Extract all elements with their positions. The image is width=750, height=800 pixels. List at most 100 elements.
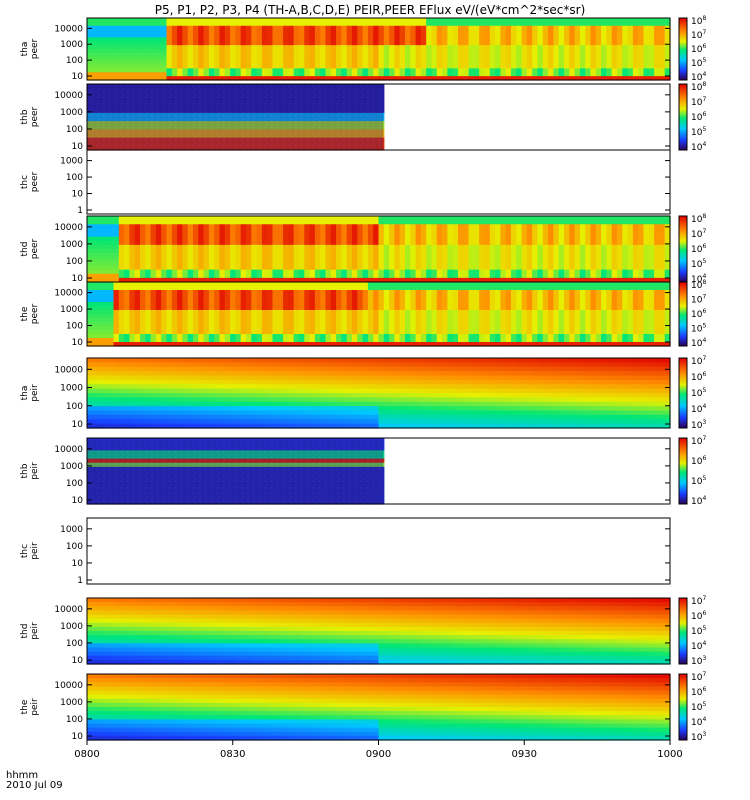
colorbar-tick-label: 107 [691,355,706,367]
spectrogram-cells [87,598,671,665]
y-tick-label: 10000 [54,365,83,375]
spectrogram-cells [87,282,671,347]
y-tick-label: 100 [66,257,83,267]
colorbar-tick-label: 106 [691,43,706,55]
colorbar-tick-label: 107 [691,671,706,683]
colorbar-thb-peir: 104 105 106 107 [678,435,706,507]
y-tick-label: 100 [66,173,83,183]
colorbar-the-peir: 103 104 105 106 107 [678,671,706,743]
y-tick-label: 100 [66,715,83,725]
y-tick-label: 10 [72,274,84,284]
y-axis-label: peir [30,698,40,716]
colorbar-tick-label: 103 [691,655,706,667]
panel-frame [86,437,671,505]
panel-thc-peir: 1 10 100 1000 thc peir [20,517,671,586]
spectrogram-cells [87,216,671,283]
colorbar-tha-peir: 103 104 105 106 107 [678,355,706,431]
panel-tha-peir: 10 100 1000 10000 tha peir 103 104 105 106 107 [20,355,706,431]
y-tick-label: 10000 [54,605,83,615]
y-tick-label: 10 [72,732,84,742]
panel-the-peir: 10 100 1000 10000 the peir 103 104 105 106 107 [20,671,706,743]
panel-frame [86,17,671,81]
spectrogram-cells [87,18,671,81]
y-tick-label: 10000 [54,24,83,34]
y-tick-label: 100 [66,542,83,552]
y-axis-label: thb [20,109,30,124]
spectrogram-cells [87,358,671,429]
colorbar-tick-label: 107 [691,96,706,108]
y-tick-label: 10000 [54,445,83,455]
colorbar-tick-label: 104 [691,640,706,652]
y-tick-label: 1000 [60,462,83,472]
y-axis-label: thc [20,544,30,558]
colorbar-tick-label: 105 [691,57,706,69]
y-tick-label: 1000 [60,384,83,394]
y-tick-label: 1000 [60,698,83,708]
y-axis-label: thd [20,242,30,257]
y-tick-label: 1000 [60,108,83,118]
colorbar-tick-label: 107 [691,29,706,41]
y-axis-label: peer [30,38,40,59]
y-tick-label: 100 [66,322,83,332]
y-tick-label: 1 [77,206,83,216]
panel-thb-peir: 10 100 1000 10000 thb peir 104 105 106 107 [20,435,706,507]
panel-the-peer: 10 100 1000 10000 the peer 104 105 106 107 108 [20,279,706,349]
y-axis-label: peir [30,384,40,402]
colorbar-tick-label: 108 [691,213,706,225]
colorbar-tick-label: 104 [691,141,706,153]
y-tick-label: 100 [66,125,83,135]
y-axis-label: thc [20,175,30,189]
y-axis-label: the [20,306,30,321]
figure-title: P5, P1, P2, P3, P4 (TH-A,B,C,D,E) PEIR,P… [155,3,586,17]
y-axis-label: peer [30,106,40,127]
colorbar-tick-label: 108 [691,279,706,291]
colorbar-tick-label: 105 [691,387,706,399]
colorbar-the-peer: 104 105 106 107 108 [678,279,706,349]
colorbar-tick-label: 105 [691,323,706,335]
y-tick-label: 1000 [60,157,83,167]
y-tick-label: 10 [72,656,84,666]
x-tick-label: 1000 [657,749,682,760]
colorbar-thd-peir: 103 104 105 106 107 [678,595,706,667]
y-tick-label: 10000 [54,91,83,101]
y-tick-label: 1000 [60,525,83,535]
panel-frame [86,517,671,585]
y-tick-label: 100 [66,479,83,489]
x-tick-label: 0900 [366,749,391,760]
panel-frame [86,357,671,429]
colorbar-tick-label: 108 [691,81,706,93]
colorbar-tick-label: 104 [691,716,706,728]
footer-date: 2010 Jul 09 [6,780,63,791]
y-tick-label: 1000 [60,40,83,50]
colorbar-tick-label: 106 [691,371,706,383]
y-tick-label: 10000 [54,223,83,233]
y-axis-label: peir [30,542,40,560]
colorbar-tick-label: 106 [691,455,706,467]
y-tick-label: 10 [72,72,84,82]
x-tick-label: 0800 [74,749,99,760]
x-axis: 0800 0830 0900 0930 1000 [74,740,683,760]
noise-overlay [87,438,384,504]
y-axis-label: peer [30,303,40,324]
panel-thc-peer: 1 10 100 1000 thc peer [20,149,671,216]
colorbar-tick-label: 107 [691,595,706,607]
noise-overlay [87,84,384,150]
y-axis-label: thb [20,463,30,478]
colorbar-tick-label: 106 [691,308,706,320]
y-tick-label: 1 [77,576,83,586]
y-axis-label: peer [30,171,40,192]
colorbar-tick-label: 107 [691,294,706,306]
y-tick-label: 1000 [60,622,83,632]
colorbar-tick-label: 107 [691,435,706,447]
colorbar-thb-peer: 104 105 106 107 108 [678,81,706,153]
colorbar-tick-label: 104 [691,403,706,415]
spectrogram-cells [87,674,671,741]
y-tick-label: 10 [72,338,84,348]
colorbar-tick-label: 105 [691,625,706,637]
panel-thb-peer: 10 100 1000 10000 thb peer 104 105 106 107 108 [20,81,706,153]
panel-frame [86,149,671,215]
y-tick-label: 100 [66,639,83,649]
